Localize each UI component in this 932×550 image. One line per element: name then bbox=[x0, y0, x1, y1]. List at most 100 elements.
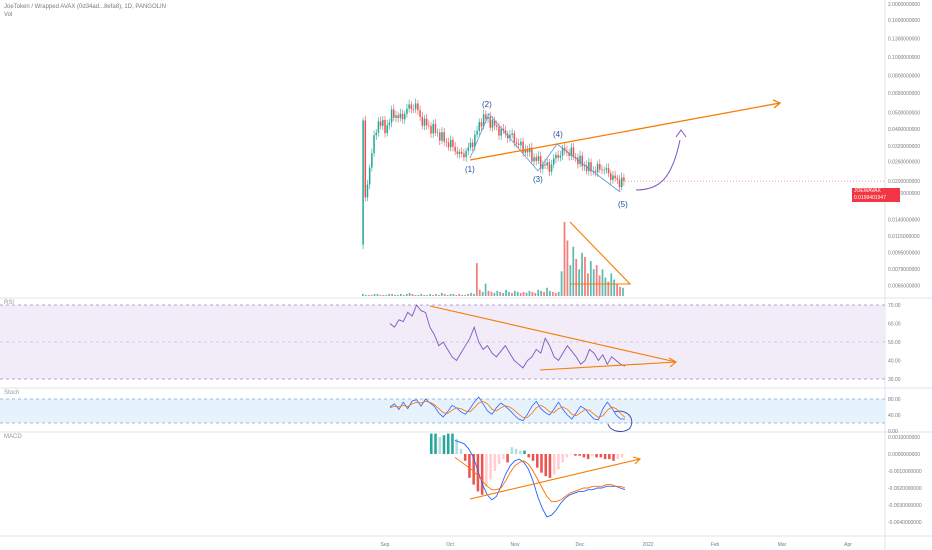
volume-bar bbox=[490, 291, 493, 296]
candle-body bbox=[594, 170, 597, 173]
rsi-axis-tick: 60.00 bbox=[888, 322, 901, 328]
macd-histogram-bar bbox=[493, 454, 497, 471]
volume-bar bbox=[543, 291, 545, 296]
price-axis-tick: 0.0650000000 bbox=[888, 91, 920, 97]
candle-body bbox=[423, 118, 426, 126]
macd-axis-tick: -0.0020000000 bbox=[888, 486, 922, 492]
macd-histogram-bar bbox=[442, 435, 446, 454]
volume-bar bbox=[376, 293, 379, 296]
candle-body bbox=[419, 110, 421, 117]
volume-bar bbox=[505, 289, 507, 296]
candle-body bbox=[574, 156, 577, 158]
candle-body bbox=[460, 151, 463, 154]
candle-body bbox=[537, 156, 540, 161]
macd-histogram-bar bbox=[595, 454, 598, 458]
volume-bar bbox=[437, 294, 440, 296]
volume-bar bbox=[478, 289, 481, 296]
price-axis-tick: 0.0065000000 bbox=[888, 284, 920, 290]
stoch-circle bbox=[607, 410, 633, 432]
macd-histogram-bar bbox=[472, 454, 475, 485]
price-axis-tick: 0.0800000000 bbox=[888, 74, 920, 80]
wave-label-2: (2) bbox=[482, 100, 492, 109]
volume-bar bbox=[373, 293, 376, 296]
candle-body bbox=[366, 184, 369, 198]
rsi-arrowhead bbox=[668, 357, 677, 368]
trendline-arrowhead bbox=[772, 99, 782, 109]
stoch-axis-tick: 0.00 bbox=[888, 429, 898, 435]
volume-bar bbox=[417, 294, 420, 296]
macd-histogram-bar bbox=[438, 437, 442, 454]
volume-bar bbox=[362, 293, 364, 296]
candle-body bbox=[395, 115, 397, 118]
macd-histogram-bar bbox=[480, 454, 484, 495]
candle-body bbox=[577, 157, 579, 165]
candle-body bbox=[502, 128, 505, 131]
candle-body bbox=[476, 130, 478, 135]
wave-1-2-3-4-5-path bbox=[469, 113, 621, 193]
candle-body bbox=[393, 109, 395, 118]
price-axis-tick: 0.0400000000 bbox=[888, 127, 920, 133]
candle-body bbox=[403, 113, 406, 120]
candle-body bbox=[544, 164, 546, 166]
volume-bar bbox=[499, 291, 502, 296]
candle-body bbox=[616, 178, 619, 180]
candle-body bbox=[478, 122, 481, 131]
macd-histogram-bar bbox=[535, 454, 539, 468]
volume-bar bbox=[414, 294, 417, 296]
candle-body bbox=[528, 147, 531, 153]
wave-label-1: (1) bbox=[465, 165, 475, 174]
volume-bar bbox=[394, 294, 396, 296]
projection-arrowhead bbox=[675, 129, 687, 138]
candle-body bbox=[434, 123, 437, 133]
price-axis-tick: 0.0115000000 bbox=[888, 234, 920, 240]
candle-body bbox=[454, 146, 456, 152]
candle-body bbox=[447, 142, 450, 148]
volume-bar bbox=[432, 294, 434, 296]
macd-histogram-bar bbox=[463, 454, 467, 461]
macd-pane bbox=[430, 433, 626, 518]
candle-body bbox=[375, 132, 378, 136]
macd-histogram-bar bbox=[599, 454, 603, 458]
candle-body bbox=[456, 151, 459, 154]
volume-bar bbox=[537, 289, 540, 296]
stoch-pane-title: Stoch bbox=[4, 390, 20, 396]
candle-body bbox=[410, 104, 413, 110]
macd-histogram-bar bbox=[612, 454, 615, 461]
volume-bar bbox=[522, 291, 525, 296]
volume-bar bbox=[405, 293, 408, 296]
candle-body bbox=[498, 127, 500, 136]
rsi-band bbox=[0, 305, 885, 379]
last-price-tag: JOEWAVAX 0.0199401947 04:46:51 bbox=[852, 188, 900, 208]
symbol-title[interactable]: JoeToken / Wrapped AVAX (0d34ad...8efa8)… bbox=[4, 4, 166, 10]
volume-bar bbox=[622, 287, 624, 296]
volume-bar bbox=[467, 293, 469, 296]
candle-body bbox=[362, 120, 364, 245]
macd-histogram-bar bbox=[565, 454, 569, 458]
volume-bar bbox=[546, 287, 548, 296]
volume-bar bbox=[475, 263, 478, 296]
candle-body bbox=[382, 119, 384, 126]
volume-bar bbox=[484, 283, 487, 296]
candle-body bbox=[618, 179, 621, 188]
candle-body bbox=[373, 135, 375, 154]
macd-histogram-bar bbox=[506, 454, 509, 463]
candle-body bbox=[623, 177, 625, 182]
volume-bar bbox=[598, 275, 601, 296]
wave-label-5: (5) bbox=[618, 200, 628, 209]
macd-histogram-bar bbox=[468, 454, 471, 478]
candle-body bbox=[533, 157, 535, 162]
volume-bar bbox=[607, 281, 610, 296]
price-axis-tick: 0.0260000000 bbox=[888, 159, 920, 165]
volume-bar bbox=[566, 240, 569, 296]
time-axis-tick: 2022 bbox=[642, 542, 653, 548]
macd-arrowhead bbox=[632, 456, 642, 465]
candle-body bbox=[493, 120, 496, 126]
candle-body bbox=[550, 164, 553, 172]
candle-body bbox=[524, 149, 527, 153]
candle-body bbox=[408, 104, 410, 109]
candle-body bbox=[384, 119, 386, 134]
volume-bar bbox=[589, 261, 592, 296]
volume-bar bbox=[587, 273, 589, 296]
macd-histogram-bar bbox=[489, 454, 492, 480]
candle-body bbox=[609, 173, 612, 180]
